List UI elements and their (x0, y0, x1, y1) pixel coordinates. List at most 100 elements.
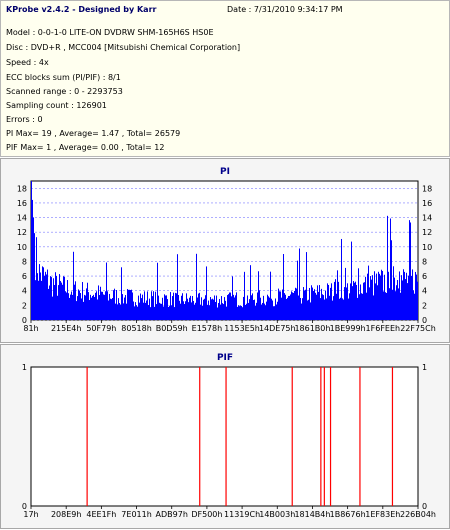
y-tick-label-right: 10 (422, 243, 432, 252)
pi-bar (353, 281, 354, 320)
pi-bar (352, 286, 353, 320)
pi-bar (401, 275, 402, 320)
x-tick-label: 14B003h (259, 510, 295, 519)
pi-bar (216, 295, 217, 320)
pi-bar (347, 283, 348, 320)
pi-bar (408, 275, 409, 320)
pi-bar (378, 271, 379, 320)
scan-speed: Speed : 4x (6, 58, 49, 67)
pi-bar (383, 291, 384, 320)
pi-bar (75, 281, 76, 320)
pi-bar (246, 303, 247, 320)
pi-bar (144, 291, 145, 320)
pi-bar (270, 271, 271, 320)
pi-bar (239, 306, 240, 320)
pi-bar (313, 290, 314, 320)
pi-bar (315, 292, 316, 320)
pi-bar (167, 299, 168, 320)
pi-bar (140, 293, 141, 320)
y-tick-label-right: 14 (422, 214, 432, 223)
pi-bar (358, 268, 359, 320)
y-tick-label-right: 12 (422, 228, 432, 237)
pi-bar (96, 291, 97, 320)
pi-bar (289, 295, 290, 320)
pi-bar (369, 287, 370, 320)
pi-bar (349, 293, 350, 320)
pi-bar (328, 284, 329, 320)
pi-bar (31, 181, 32, 320)
y-tick-label-left: 18 (17, 184, 27, 193)
pi-bar (273, 306, 274, 320)
pi-bar (362, 293, 363, 320)
pi-bar (178, 295, 179, 320)
pi-bar (303, 287, 304, 320)
pi-bar (318, 291, 319, 320)
pi-bar (306, 252, 307, 320)
pi-bar (134, 306, 135, 320)
pi-bar (41, 280, 42, 320)
pi-bar (414, 293, 415, 320)
pi-bar (142, 294, 143, 320)
pi-bar (275, 298, 276, 320)
x-tick-label: 17h (23, 510, 38, 519)
pi-chart: PI 0 0 2 2 4 4 6 6 8 8 10 10 12 12 14 14 16 16 18 18 81h 215E4… (17, 167, 436, 333)
x-tick-label: 1F6FEEh (366, 324, 401, 333)
pi-bar (302, 298, 303, 320)
pi-bar (184, 304, 185, 320)
pi-bar (388, 271, 389, 320)
pi-bar (206, 266, 207, 320)
y-tick-label-left: 12 (17, 228, 27, 237)
pi-bar (301, 303, 302, 320)
pi-bar (101, 291, 102, 320)
x-tick-label: 7E011h (121, 510, 151, 519)
pi-bar (338, 281, 339, 320)
pi-bar (355, 281, 356, 320)
x-tick-label: 208E9h (51, 510, 81, 519)
pi-bar (356, 284, 357, 320)
pi-bar (234, 297, 235, 320)
pi-bar (229, 292, 230, 320)
pi-bar (157, 262, 158, 320)
x-tick-label: 81h (23, 324, 38, 333)
pi-bar (164, 294, 165, 320)
pi-bar (168, 307, 169, 320)
pi-bar (214, 295, 215, 320)
y-tick-label-right: 1 (422, 363, 427, 372)
pi-bar (278, 288, 279, 320)
pi-bar (243, 296, 244, 320)
pi-bar (233, 294, 234, 320)
pi-bar (177, 254, 178, 320)
pi-bar (310, 302, 311, 320)
pi-bar (69, 297, 70, 320)
pi-bar (366, 292, 367, 320)
pi-bar (327, 283, 328, 320)
pi-bar (290, 294, 291, 320)
pi-bar (345, 267, 346, 320)
x-tick-label: 80518h (121, 324, 152, 333)
pi-bar (314, 289, 315, 320)
x-tick-label: 226B04h (400, 510, 436, 519)
pi-bar (126, 303, 127, 320)
pi-bar (228, 294, 229, 320)
pi-bar (95, 292, 96, 320)
x-tick-label: 4EE1Fh (86, 510, 116, 519)
pi-bar (262, 302, 263, 320)
pi-bar (329, 295, 330, 320)
pi-bar (242, 307, 243, 320)
pi-bar (37, 273, 38, 320)
pi-bar (162, 297, 163, 320)
x-tick-label: 11319Ch (224, 510, 260, 519)
pi-bar (399, 271, 400, 320)
pi-bar (94, 296, 95, 320)
pi-bar (151, 291, 152, 320)
pi-bar (175, 292, 176, 320)
pi-bar (107, 291, 108, 320)
x-tick-label: 215E4h (51, 324, 81, 333)
pi-bar (71, 291, 72, 320)
pi-bar (185, 301, 186, 320)
pi-bar (244, 271, 245, 320)
pi-bar (260, 297, 261, 320)
pi-bar (55, 272, 56, 320)
y-tick-label-left: 4 (22, 287, 27, 296)
pi-bar (405, 279, 406, 320)
